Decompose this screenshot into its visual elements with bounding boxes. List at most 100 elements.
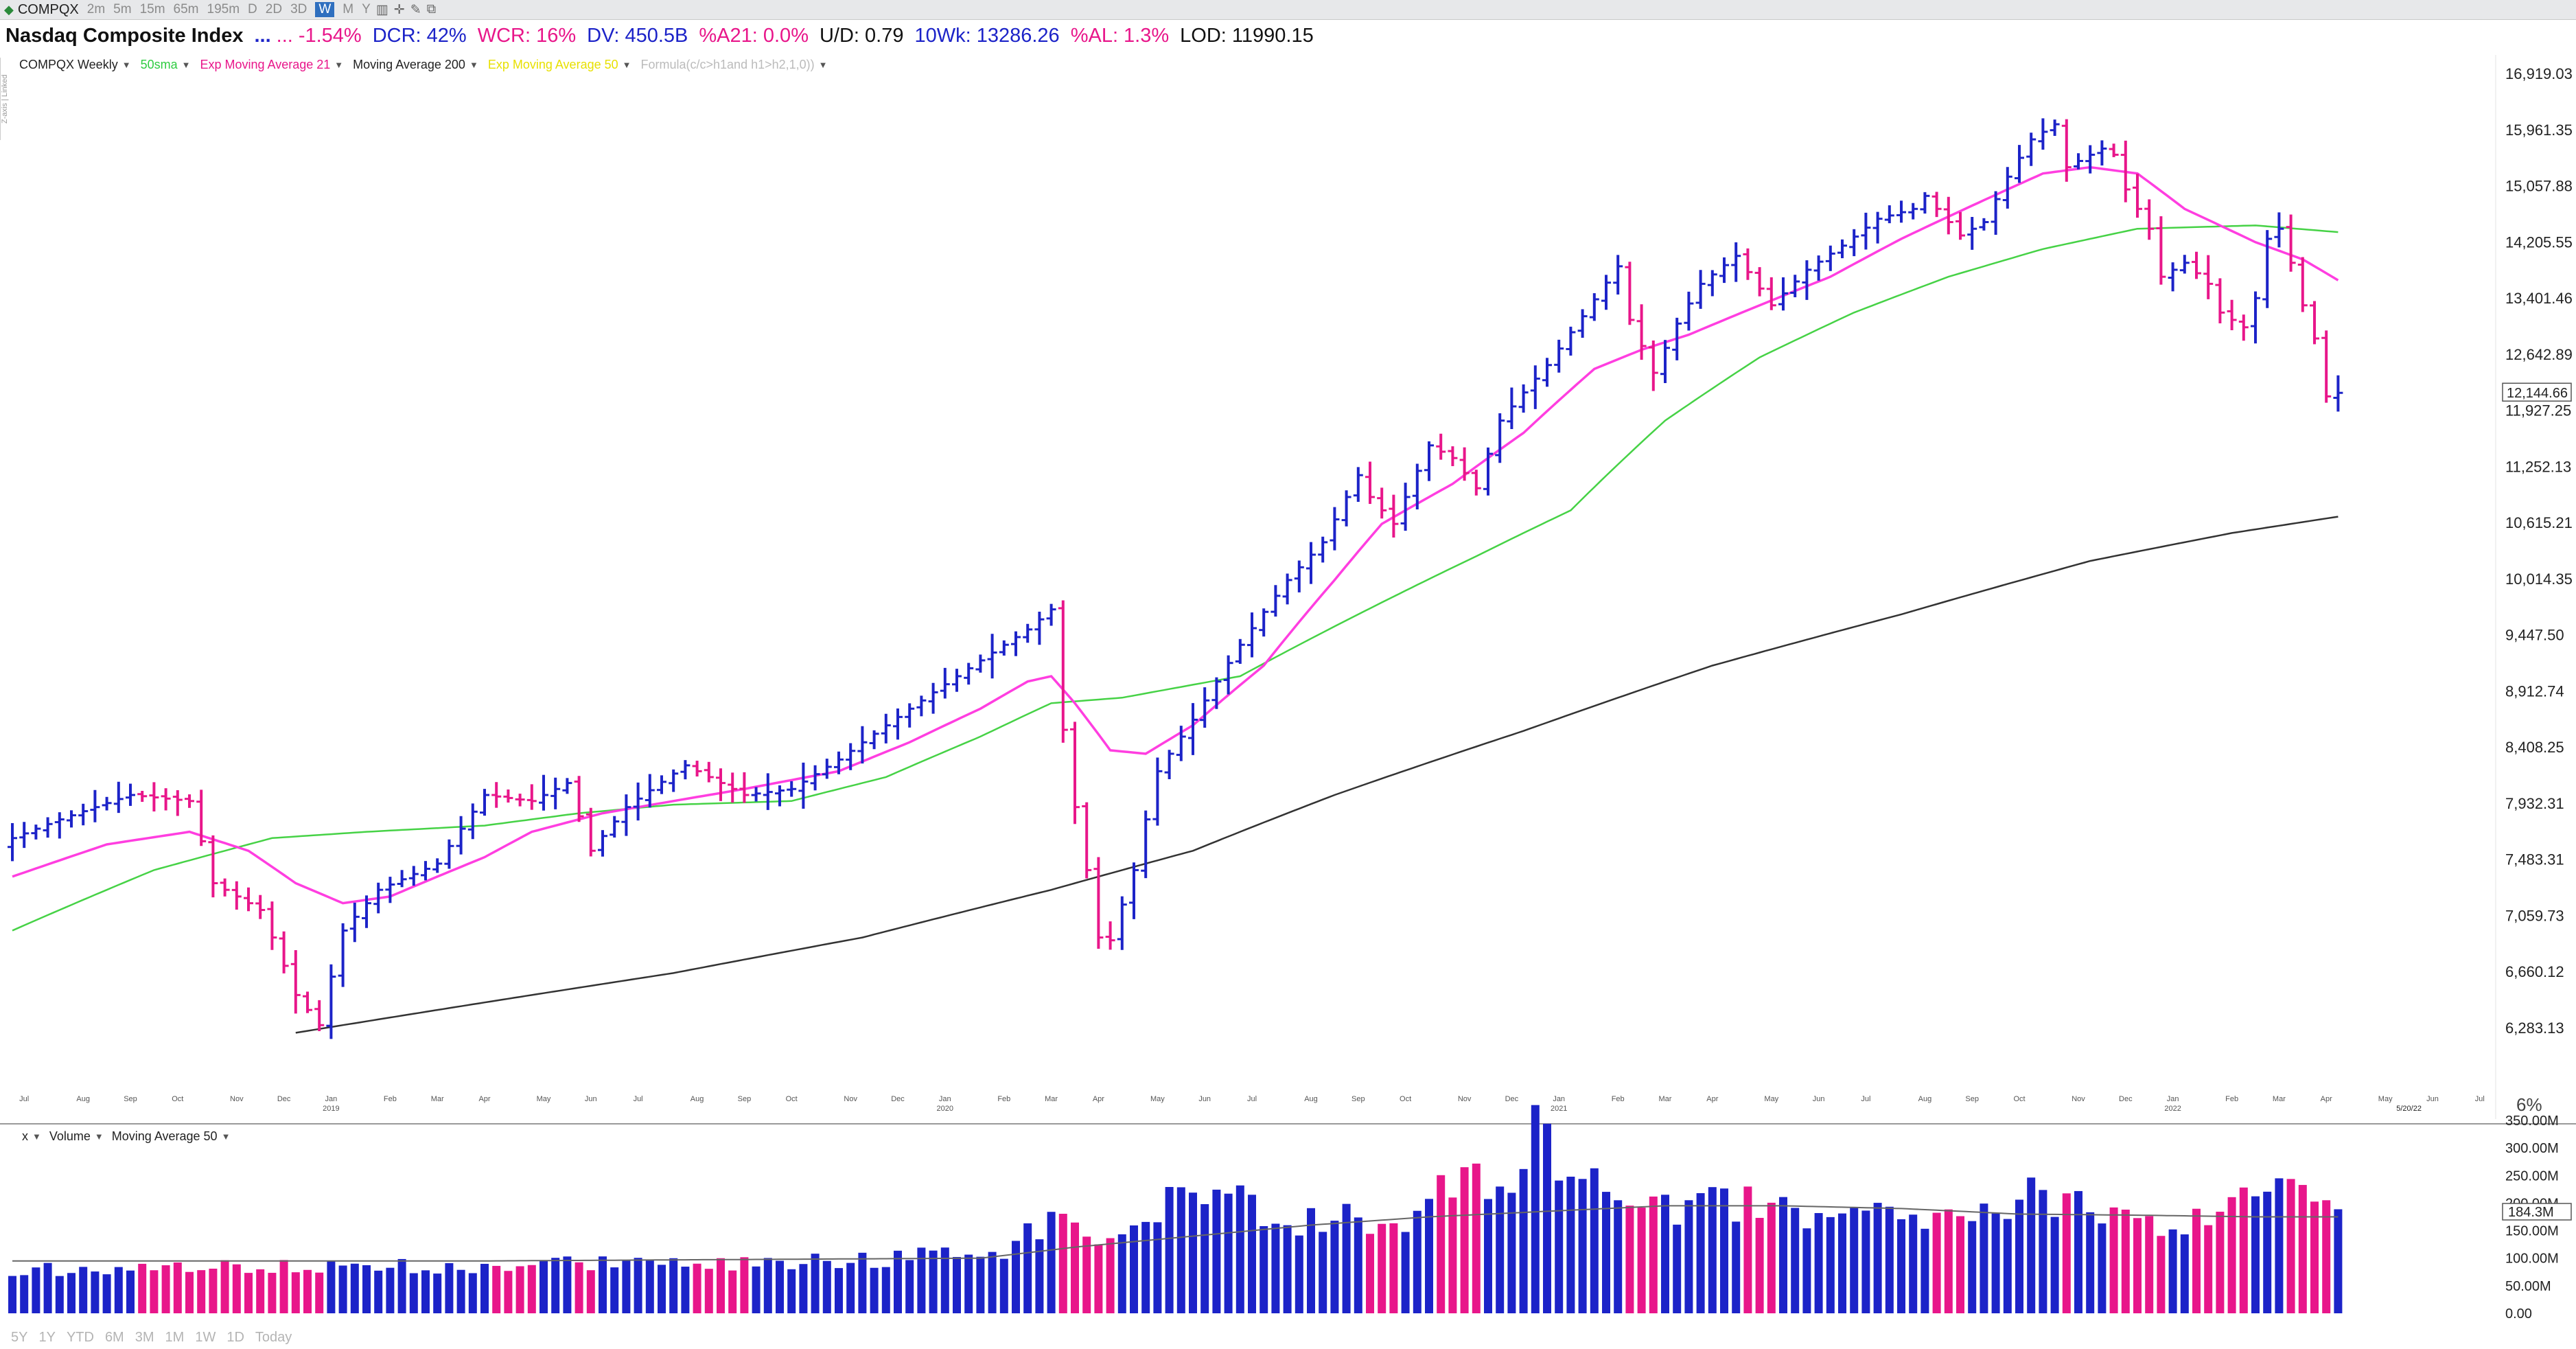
ohlc-bar: [1200, 687, 1210, 728]
range-1w[interactable]: 1W: [195, 1329, 216, 1345]
timeframe-2d[interactable]: 2D: [265, 2, 283, 16]
volume-bar: [881, 1267, 890, 1313]
ohlc-bar: [326, 964, 336, 1039]
study-formula[interactable]: Formula(c/c>h1and h1>h2,1,0)): [640, 57, 815, 71]
chevron-down-icon[interactable]: ▼: [818, 59, 828, 70]
volume-bar: [1165, 1187, 1174, 1313]
ohlc-bar: [137, 790, 148, 803]
volume-bar: [586, 1270, 595, 1313]
bar-chart-icon[interactable]: ▥: [375, 2, 388, 17]
x-year-label: 2020: [937, 1105, 953, 1113]
study-ma200[interactable]: Moving Average 200: [353, 57, 465, 71]
chart-arrow-icon[interactable]: ◆: [4, 2, 14, 16]
range-ytd[interactable]: YTD: [66, 1329, 94, 1345]
ohlc-bar: [1093, 857, 1104, 949]
timeframe-3d[interactable]: 3D: [290, 2, 308, 16]
range-6m[interactable]: 6M: [104, 1329, 124, 1345]
timeframe-d[interactable]: D: [248, 2, 257, 16]
ohlc-bar: [1613, 255, 1623, 295]
volume-bar: [1389, 1223, 1398, 1313]
volume-bar: [1271, 1223, 1280, 1313]
ohlc-bar: [1979, 218, 1989, 231]
pencil-icon[interactable]: ✎: [410, 2, 421, 17]
chevron-down-icon[interactable]: ▼: [32, 1131, 41, 1142]
ohlc-bar: [456, 816, 466, 855]
range-5y[interactable]: 5Y: [11, 1329, 28, 1345]
ohlc-bar: [2097, 140, 2107, 166]
volume-bar: [1661, 1195, 1669, 1313]
ohlc-bar: [515, 794, 525, 807]
symbol-input[interactable]: COMPQX: [17, 1, 79, 17]
chevron-down-icon[interactable]: ▼: [121, 59, 131, 70]
ohlc-bar: [810, 765, 820, 791]
ohlc-bar: [1754, 267, 1765, 297]
ohlc-bar: [67, 810, 76, 828]
volume-bar: [2086, 1212, 2095, 1313]
range-1d[interactable]: 1D: [227, 1329, 244, 1345]
chevron-down-icon[interactable]: ▼: [469, 59, 478, 70]
chevron-down-icon[interactable]: ▼: [622, 59, 631, 70]
ohlc-bar: [645, 774, 655, 808]
link-icon[interactable]: ⧉: [426, 2, 437, 16]
ohlc-bar: [2133, 174, 2142, 218]
last-price-box: [2502, 382, 2572, 402]
ohlc-bar: [1117, 896, 1127, 950]
study-50sma[interactable]: 50sma: [140, 57, 178, 71]
range-1y[interactable]: 1Y: [38, 1329, 56, 1345]
study-ema21[interactable]: Exp Moving Average 21: [200, 57, 331, 71]
ohlc-bar: [728, 772, 738, 803]
volume-bar: [2015, 1199, 2023, 1313]
ohlc-bar: [2192, 251, 2201, 279]
chevron-down-icon[interactable]: ▼: [334, 59, 344, 70]
timeframe-m[interactable]: M: [343, 2, 354, 16]
timeframe-2m[interactable]: 2m: [86, 2, 106, 16]
volume-bar: [421, 1270, 430, 1313]
study-ema50[interactable]: Exp Moving Average 50: [487, 57, 618, 71]
volume-bar: [1023, 1223, 1032, 1313]
volume-ma-label[interactable]: Moving Average 50: [111, 1129, 218, 1143]
timeframe-y[interactable]: Y: [362, 2, 371, 16]
volume-header: x ▼ Volume ▼ Moving Average 50 ▼: [14, 1127, 230, 1146]
symbol-weekly-label[interactable]: COMPQX Weekly: [19, 57, 118, 71]
timeframe-15m[interactable]: 15m: [139, 2, 165, 16]
timeframe-5m[interactable]: 5m: [113, 2, 132, 16]
volume-bar: [1235, 1185, 1244, 1313]
price-axis-label: 7,932.31: [2505, 795, 2564, 812]
timeframe-w[interactable]: W: [315, 2, 335, 17]
close-icon[interactable]: x: [22, 1129, 28, 1143]
ohlc-bar: [19, 822, 30, 849]
chevron-down-icon[interactable]: ▼: [181, 59, 191, 70]
chevron-down-icon[interactable]: ▼: [94, 1131, 104, 1142]
chevron-down-icon[interactable]: ▼: [221, 1131, 231, 1142]
volume-title[interactable]: Volume: [49, 1129, 91, 1143]
volume-axis-label: 300.00M: [2505, 1141, 2559, 1156]
crosshair-icon[interactable]: ✛: [393, 2, 405, 17]
volume-bar: [2062, 1193, 2071, 1313]
range-today[interactable]: Today: [255, 1329, 292, 1345]
range-1m[interactable]: 1M: [165, 1329, 185, 1345]
volume-bar: [8, 1276, 16, 1313]
price-axis-label: 7,483.31: [2505, 851, 2564, 868]
al-value: %AL: 1.3%: [1070, 24, 1170, 47]
ohlc-bar: [1459, 447, 1470, 481]
volume-bar: [338, 1265, 347, 1313]
volume-bar: [1980, 1203, 1988, 1313]
volume-bar: [2027, 1177, 2036, 1313]
ohlc-bar: [1164, 750, 1174, 780]
volume-bar: [1767, 1202, 1776, 1313]
ohlc-bar: [1896, 200, 1906, 223]
timeframe-195m[interactable]: 195m: [207, 2, 240, 16]
volume-bar: [1968, 1221, 1977, 1313]
ohlc-bar: [1495, 413, 1505, 463]
volume-bar: [728, 1270, 737, 1313]
range-3m[interactable]: 3M: [135, 1329, 154, 1345]
ohlc-bar: [869, 730, 879, 750]
ohlc-bar: [338, 923, 348, 987]
ohlc-bar: [1365, 461, 1375, 505]
volume-bar: [1224, 1193, 1233, 1313]
ohlc-bar: [2038, 118, 2048, 150]
timeframe-65m[interactable]: 65m: [173, 2, 199, 16]
volume-bar: [799, 1264, 808, 1313]
volume-bar: [1484, 1199, 1492, 1313]
